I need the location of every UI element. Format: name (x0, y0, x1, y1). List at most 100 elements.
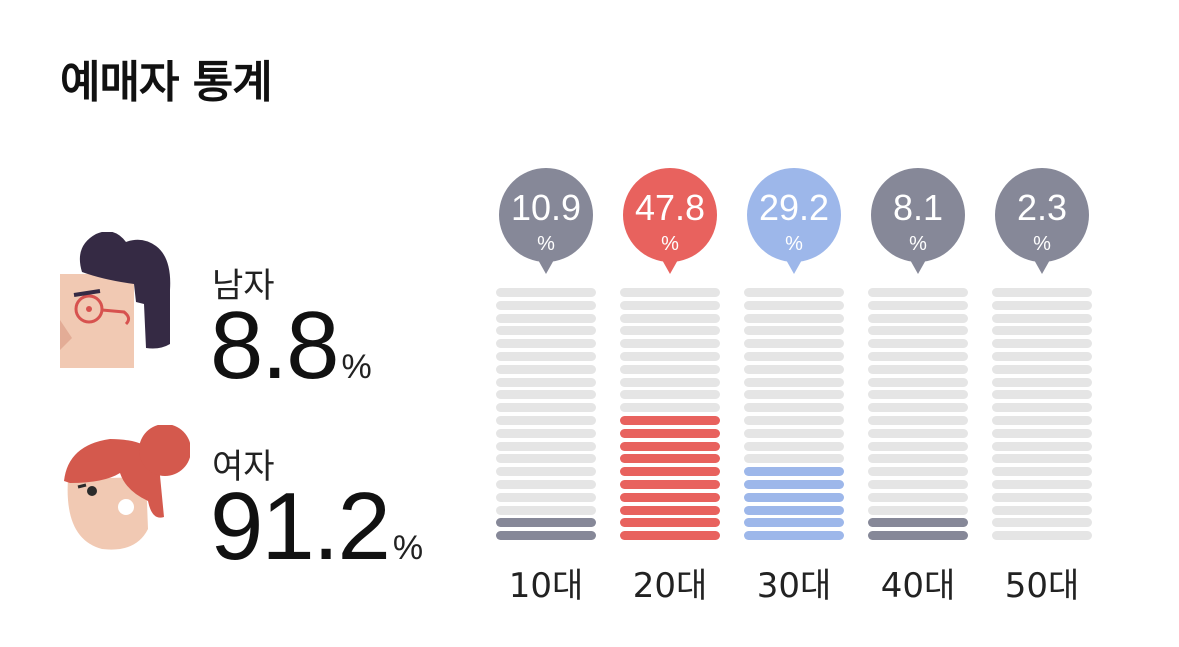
bar-segment-empty (620, 390, 720, 400)
female-label: 여자 (212, 447, 275, 487)
bar-segment-empty (744, 416, 844, 425)
bar-segment-empty (868, 390, 968, 400)
percentage-bubble: 10.9% (496, 168, 596, 274)
bar-segment-empty (744, 288, 844, 297)
bubble-shape (871, 168, 965, 274)
bar-segment-empty (992, 531, 1092, 541)
bar-segment-empty (744, 390, 844, 400)
bubble-shape (747, 168, 841, 274)
bar-segment-filled (496, 531, 596, 541)
male-label: 남자 (212, 266, 275, 306)
age-group-label: 40대 (880, 566, 956, 606)
bubble-unit: % (785, 233, 803, 255)
bar-stack (620, 288, 720, 544)
bar-segment-empty (496, 300, 596, 310)
bubble-value: 10.9 (510, 187, 582, 228)
bar-segment-empty (620, 288, 720, 297)
bar-segment-empty (620, 313, 720, 323)
bar-segment-empty (868, 377, 968, 387)
bar-stack (868, 288, 968, 544)
age-group-label: 30대 (756, 566, 832, 606)
bar-segment-empty (620, 377, 720, 387)
bar-segment-empty (992, 492, 1092, 502)
percentage-bubble: 47.8% (620, 168, 720, 274)
bubble-shape (499, 168, 593, 274)
bar-segment-filled (620, 531, 720, 541)
bar-segment-empty (496, 326, 596, 336)
female-percent-unit: % (392, 529, 424, 567)
bar-segment-empty (496, 339, 596, 349)
male-percent-unit: % (341, 348, 372, 386)
bar-segment-empty (868, 326, 968, 336)
bar-segment-empty (868, 313, 968, 323)
bar-segment-empty (992, 467, 1092, 477)
bar-segment-empty (992, 326, 1092, 336)
age-group-label: 20대 (632, 566, 708, 606)
bar-segment-empty (868, 403, 968, 413)
bubble-value: 47.8 (634, 187, 706, 228)
bar-segment-empty (496, 416, 596, 425)
age-column: 29.2% 30대 (744, 168, 844, 606)
bar-stack (992, 288, 1092, 544)
bar-segment-empty (868, 505, 968, 515)
age-column: 8.1% 40대 (868, 168, 968, 606)
bar-segment-filled (620, 518, 720, 528)
bar-segment-filled (620, 416, 720, 425)
bar-segment-empty (744, 300, 844, 310)
bar-segment-empty (868, 352, 968, 361)
page-title: 예매자 통계 (60, 57, 273, 108)
male-percentage: 8.8 (210, 292, 339, 399)
bar-segment-empty (868, 339, 968, 349)
bubble-unit: % (661, 233, 679, 255)
male-avatar-icon (60, 232, 171, 368)
bar-segment-empty (620, 326, 720, 336)
bar-segment-filled (744, 505, 844, 515)
bar-segment-empty (620, 339, 720, 349)
bar-segment-empty (496, 288, 596, 297)
bar-segment-empty (868, 454, 968, 464)
bar-segment-empty (496, 428, 596, 438)
bar-segment-empty (868, 288, 968, 297)
female-avatar-icon (64, 425, 190, 550)
age-column: 10.9% 10대 (496, 168, 596, 606)
bar-segment-empty (496, 454, 596, 464)
bar-segment-empty (496, 505, 596, 515)
bar-segment-empty (992, 339, 1092, 349)
bar-segment-filled (868, 518, 968, 528)
age-column: 2.3% 50대 (992, 168, 1092, 606)
bar-segment-empty (992, 288, 1092, 297)
percentage-bubble: 2.3% (992, 168, 1092, 274)
bar-segment-empty (992, 364, 1092, 374)
bar-segment-filled (744, 467, 844, 477)
bar-segment-empty (868, 467, 968, 477)
bar-segment-filled (620, 492, 720, 502)
bar-segment-filled (744, 480, 844, 489)
bar-segment-empty (744, 339, 844, 349)
bar-segment-empty (992, 441, 1092, 451)
bar-segment-empty (868, 492, 968, 502)
bar-segment-empty (496, 313, 596, 323)
male-value-group: 8.8% (210, 298, 372, 394)
bar-segment-filled (620, 428, 720, 438)
bar-segment-empty (992, 428, 1092, 438)
age-column: 47.8% 20대 (620, 168, 720, 606)
bar-segment-empty (620, 300, 720, 310)
age-distribution-chart: 10.9% 10대 47.8% 20대 29.2% 30대 8.1% 40대 2.3% 50대 (496, 168, 1096, 608)
bar-segment-empty (496, 377, 596, 387)
bar-segment-empty (744, 326, 844, 336)
female-value-group: 91.2% (210, 479, 423, 575)
bar-segment-empty (496, 467, 596, 477)
bar-segment-empty (992, 416, 1092, 425)
bar-segment-empty (496, 441, 596, 451)
bar-segment-empty (868, 428, 968, 438)
bar-segment-empty (744, 377, 844, 387)
female-percentage: 91.2 (210, 473, 391, 580)
bar-segment-empty (992, 390, 1092, 400)
bar-segment-empty (496, 403, 596, 413)
bubble-shape (623, 168, 717, 274)
bar-segment-empty (496, 352, 596, 361)
bar-segment-empty (496, 480, 596, 489)
bubble-value: 8.1 (892, 187, 944, 228)
bar-segment-filled (620, 505, 720, 515)
bar-segment-filled (744, 492, 844, 502)
